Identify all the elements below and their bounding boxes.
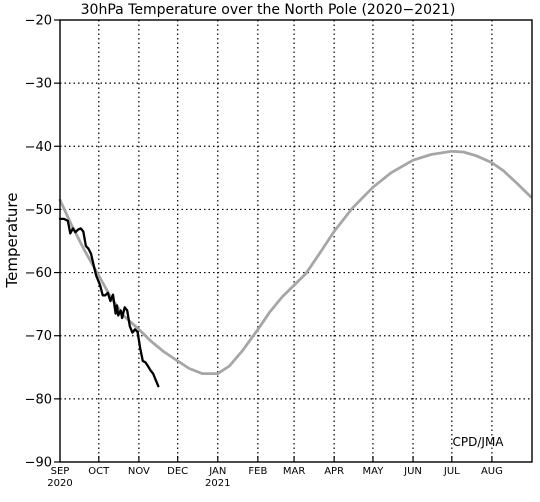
chart-title: 30hPa Temperature over the North Pole (2…	[81, 2, 456, 18]
y-tick-label: −40	[25, 140, 52, 155]
y-tick-label: −20	[25, 14, 52, 29]
y-tick-label: −30	[25, 77, 52, 92]
y-tick-label: −70	[25, 329, 52, 344]
y-tick-label: −80	[25, 392, 52, 407]
y-tick-label: −60	[25, 266, 52, 281]
x-tick-label: DEC	[167, 466, 188, 477]
x-tick-label: NOV	[128, 466, 150, 477]
x-year-label: 2020	[47, 478, 72, 489]
y-tick-label: −50	[25, 203, 52, 218]
credit-label: CPD/JMA	[453, 435, 505, 449]
x-tick-label: JAN	[208, 466, 226, 477]
x-tick-label: MAY	[363, 466, 385, 477]
x-tick-label: OCT	[88, 466, 110, 477]
y-tick-label: −90	[25, 456, 52, 471]
x-tick-label: AUG	[481, 466, 503, 477]
series-layer	[58, 149, 533, 388]
x-tick-label: APR	[324, 466, 344, 477]
observed-line	[58, 217, 160, 388]
climatology-line	[58, 149, 533, 376]
y-axis-label: Temperature	[3, 192, 21, 288]
x-tick-label: JUN	[403, 466, 422, 477]
y-axis: −90 −80 −70 −60 −50 −40 −30 −20	[25, 14, 60, 471]
x-tick-label: JUL	[443, 466, 460, 477]
x-tick-label: SEP	[51, 466, 70, 477]
x-tick-label: FEB	[248, 466, 267, 477]
grid	[60, 20, 532, 462]
x-year-label: 2021	[205, 478, 230, 489]
x-tick-label: MAR	[283, 466, 305, 477]
plot-frame	[59, 19, 533, 463]
